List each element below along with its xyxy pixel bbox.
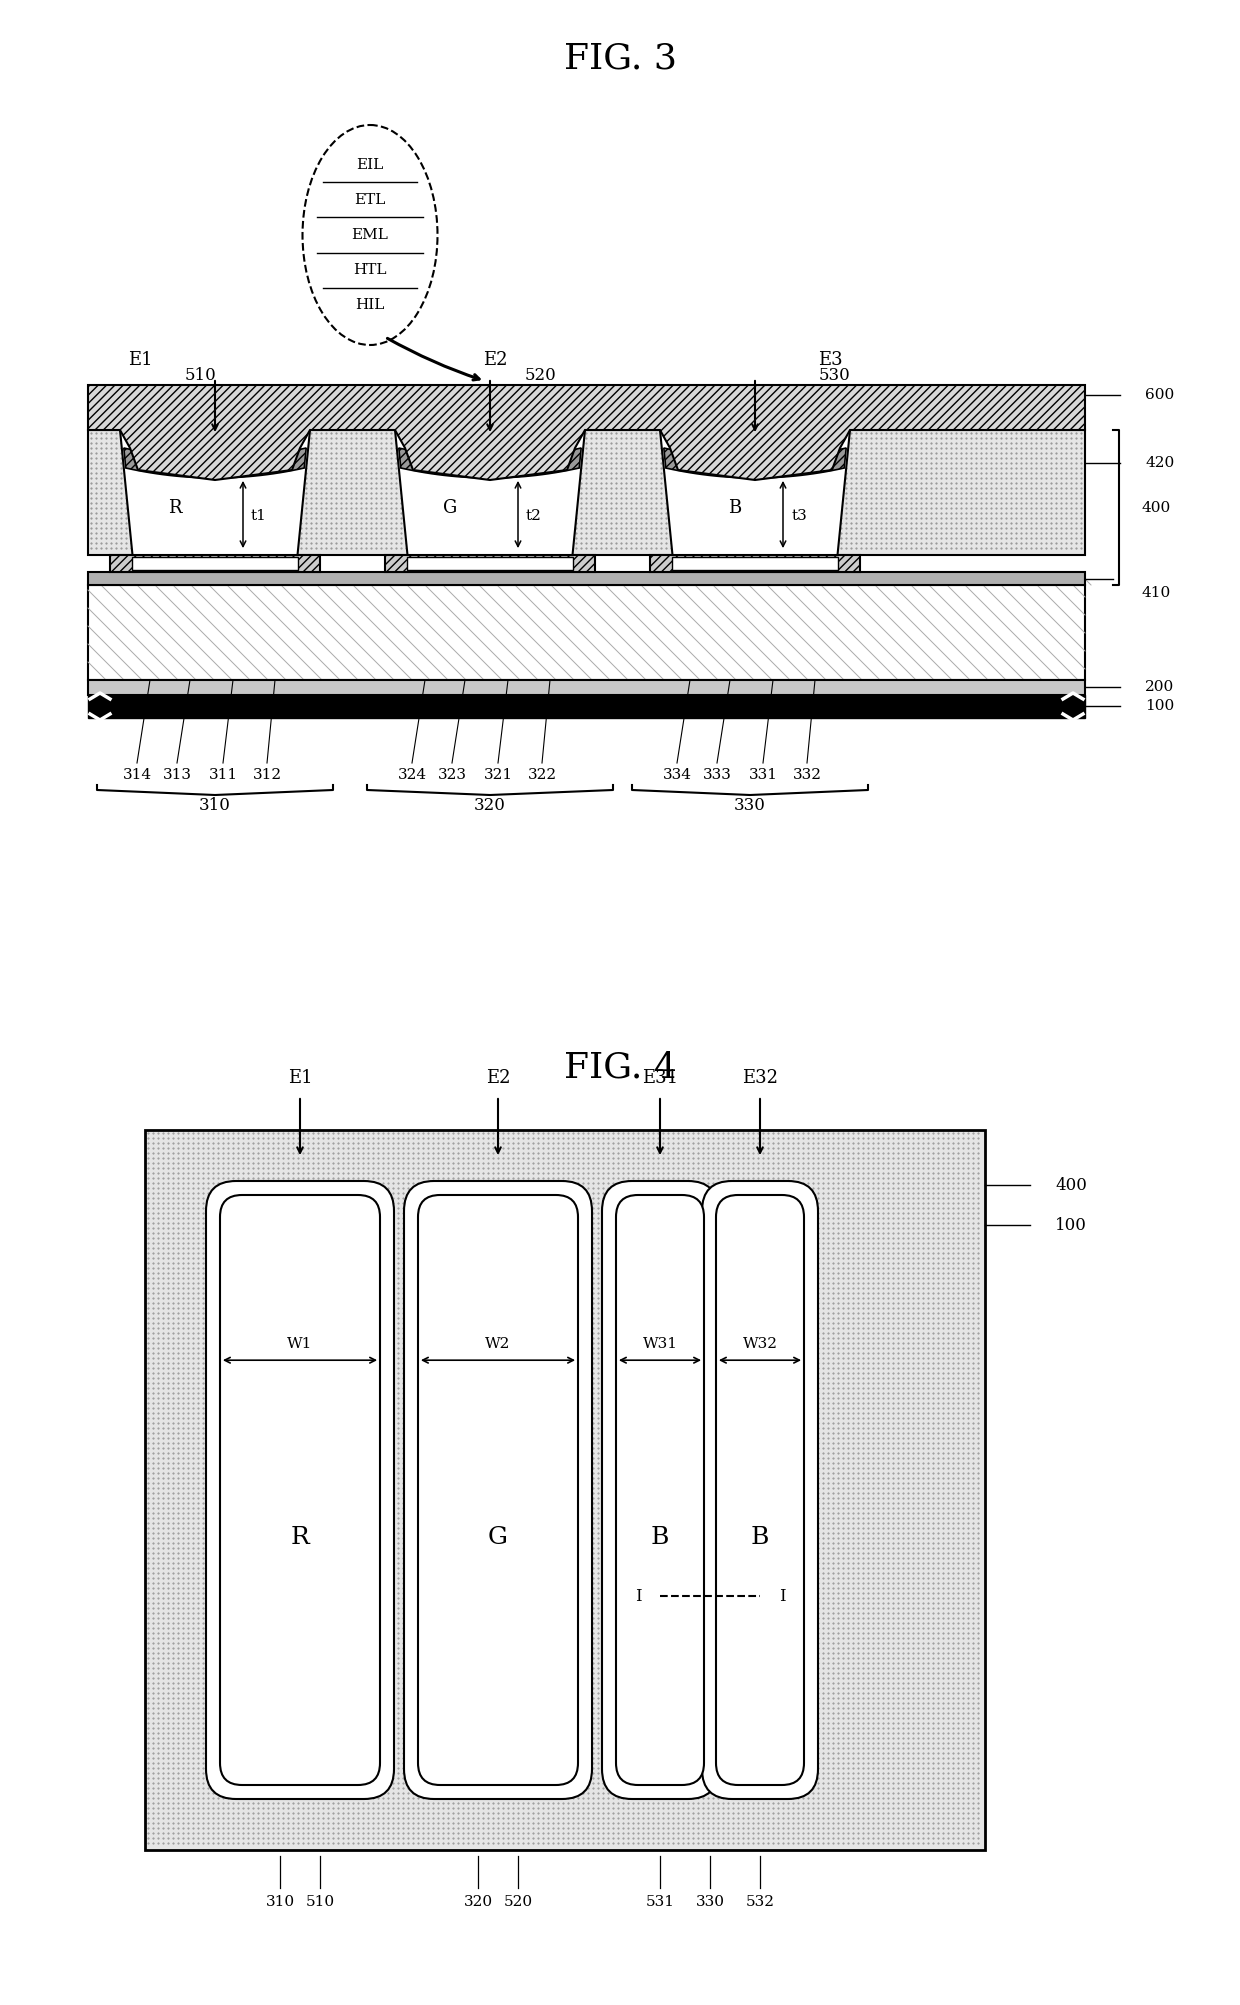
Text: 600: 600 (1145, 389, 1174, 401)
Polygon shape (88, 571, 1085, 585)
Text: 321: 321 (484, 768, 512, 782)
Text: 510: 510 (305, 1895, 335, 1909)
Text: G: G (489, 1526, 508, 1548)
Text: W32: W32 (743, 1337, 777, 1351)
FancyBboxPatch shape (702, 1181, 818, 1798)
Text: E1: E1 (128, 351, 153, 369)
Polygon shape (396, 429, 585, 555)
Text: W1: W1 (288, 1337, 312, 1351)
Polygon shape (672, 557, 838, 569)
Text: 311: 311 (208, 768, 238, 782)
Text: 312: 312 (253, 768, 281, 782)
FancyBboxPatch shape (715, 1195, 804, 1784)
Polygon shape (88, 680, 1085, 696)
Text: 330: 330 (734, 796, 766, 814)
Polygon shape (88, 385, 1085, 479)
Text: EIL: EIL (356, 158, 383, 172)
Polygon shape (88, 585, 1085, 680)
Text: 310: 310 (200, 796, 231, 814)
Text: 410: 410 (1141, 585, 1171, 599)
Polygon shape (663, 447, 846, 477)
Polygon shape (120, 429, 310, 555)
Text: 310: 310 (265, 1895, 295, 1909)
Text: 323: 323 (438, 768, 466, 782)
Text: 400: 400 (1141, 501, 1171, 515)
Text: ETL: ETL (355, 192, 386, 207)
Text: B: B (651, 1526, 670, 1548)
FancyBboxPatch shape (418, 1195, 578, 1784)
Text: 313: 313 (162, 768, 191, 782)
Text: 100: 100 (1055, 1217, 1087, 1233)
FancyBboxPatch shape (206, 1181, 394, 1798)
Polygon shape (384, 555, 595, 571)
Text: FIG. 4: FIG. 4 (563, 1051, 677, 1085)
Polygon shape (110, 555, 320, 571)
Text: 510: 510 (184, 367, 216, 383)
Ellipse shape (303, 124, 438, 345)
Text: E31: E31 (642, 1069, 678, 1087)
Text: t2: t2 (526, 509, 542, 523)
Text: 324: 324 (398, 768, 427, 782)
Text: W2: W2 (485, 1337, 511, 1351)
Text: t3: t3 (791, 509, 807, 523)
Text: B: B (728, 499, 742, 517)
Text: R: R (290, 1526, 309, 1548)
Text: 331: 331 (749, 768, 777, 782)
Text: EML: EML (352, 229, 388, 243)
Polygon shape (660, 429, 849, 555)
Text: 520: 520 (525, 367, 556, 383)
Text: 333: 333 (703, 768, 732, 782)
Text: t1: t1 (250, 509, 267, 523)
Polygon shape (124, 447, 306, 477)
Polygon shape (399, 447, 582, 477)
FancyBboxPatch shape (219, 1195, 379, 1784)
Text: 314: 314 (123, 768, 151, 782)
Text: I: I (779, 1588, 785, 1604)
Polygon shape (88, 696, 1085, 718)
Text: 530: 530 (820, 367, 851, 383)
Text: 520: 520 (503, 1895, 532, 1909)
Text: 532: 532 (745, 1895, 775, 1909)
Text: 332: 332 (792, 768, 821, 782)
Text: B: B (750, 1526, 769, 1548)
FancyBboxPatch shape (404, 1181, 591, 1798)
Text: E3: E3 (817, 351, 842, 369)
Polygon shape (131, 557, 298, 569)
Text: E2: E2 (486, 1069, 510, 1087)
Polygon shape (407, 557, 573, 569)
Text: 330: 330 (696, 1895, 724, 1909)
Text: HIL: HIL (356, 299, 384, 313)
Text: 200: 200 (1145, 680, 1174, 694)
Text: I: I (635, 1588, 641, 1604)
Text: 420: 420 (1145, 455, 1174, 469)
FancyBboxPatch shape (601, 1181, 718, 1798)
Text: 100: 100 (1145, 700, 1174, 714)
Polygon shape (145, 1131, 985, 1851)
FancyBboxPatch shape (616, 1195, 704, 1784)
Text: 320: 320 (474, 796, 506, 814)
Text: 322: 322 (527, 768, 557, 782)
Text: E1: E1 (288, 1069, 312, 1087)
Text: HTL: HTL (353, 263, 387, 277)
Text: 334: 334 (662, 768, 692, 782)
Text: FIG. 3: FIG. 3 (563, 40, 677, 74)
Polygon shape (650, 555, 861, 571)
Polygon shape (88, 429, 1085, 555)
Text: 320: 320 (464, 1895, 492, 1909)
Text: E32: E32 (742, 1069, 777, 1087)
Text: G: G (443, 499, 458, 517)
Text: W31: W31 (642, 1337, 677, 1351)
Text: R: R (169, 499, 182, 517)
Text: 531: 531 (646, 1895, 675, 1909)
Text: 400: 400 (1055, 1177, 1087, 1193)
Text: E2: E2 (482, 351, 507, 369)
